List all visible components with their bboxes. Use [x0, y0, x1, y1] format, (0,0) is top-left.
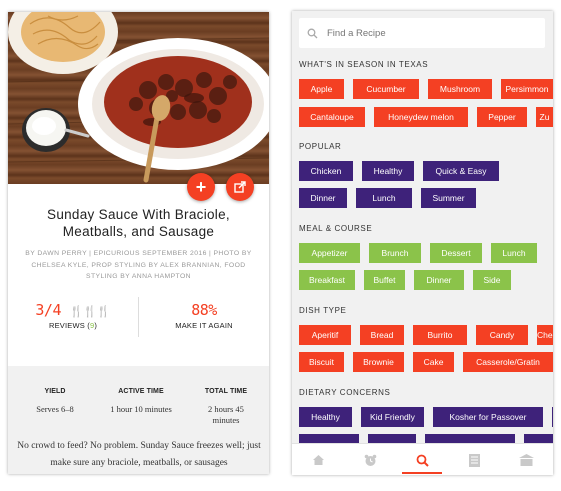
- reviews-label: REVIEWS (9): [8, 321, 138, 330]
- tab-recipe-box[interactable]: [500, 444, 552, 475]
- category-tag[interactable]: Quick & Easy: [423, 161, 499, 181]
- category-tag[interactable]: Dinner: [299, 188, 347, 208]
- category-tag[interactable]: Persimmon: [501, 79, 553, 99]
- category-tag[interactable]: Healthy: [362, 161, 414, 181]
- tab-home[interactable]: [292, 444, 344, 475]
- rating-stat[interactable]: 3/4 🍴🍴🍴 REVIEWS (9): [8, 301, 138, 330]
- category-tag[interactable]: Honeydew melon: [374, 107, 468, 127]
- category-tag[interactable]: Brunch: [369, 243, 421, 263]
- recipe-description: No crowd to feed? No problem. Sunday Sau…: [17, 441, 261, 468]
- category-tag[interactable]: Cucumber: [353, 79, 419, 99]
- tab-search[interactable]: [396, 444, 448, 475]
- section-title: DISH TYPE: [299, 306, 347, 315]
- browse-screen: WHAT'S IN SEASON IN TEXAS Apple Cucumber Mu…: [292, 11, 553, 475]
- search-icon: [307, 28, 321, 39]
- category-tag[interactable]: Brownie: [353, 352, 404, 372]
- yield-info: YIELD Serves 6–8: [24, 388, 86, 415]
- section-title: DIETARY CONCERNS: [299, 388, 391, 397]
- list-icon: [468, 453, 480, 467]
- recipe-stats: 3/4 🍴🍴🍴 REVIEWS (9) 88% MAKE IT AGAIN: [8, 297, 269, 341]
- search-bar[interactable]: [299, 18, 545, 48]
- search-input[interactable]: [327, 27, 527, 39]
- category-tag[interactable]: Cantaloupe: [299, 107, 365, 127]
- recipe-photo: [8, 12, 269, 184]
- category-tag[interactable]: Healthy: [299, 407, 352, 427]
- recipe-credits: BY DAWN PERRY | EPICURIOUS SEPTEMBER 201…: [25, 250, 252, 280]
- stats-divider: [138, 297, 139, 337]
- category-tag[interactable]: Appetizer: [299, 243, 360, 263]
- category-tag[interactable]: Dinner: [414, 270, 464, 290]
- category-tag[interactable]: Mushroom: [428, 79, 492, 99]
- section-title: MEAL & COURSE: [299, 224, 373, 233]
- category-tag[interactable]: Summer: [421, 188, 476, 208]
- category-tag[interactable]: Pepper: [477, 107, 527, 127]
- yield-value: Serves 6–8: [36, 404, 74, 414]
- recipe-times-panel: YIELD Serves 6–8 ACTIVE TIME 1 hour 10 m…: [8, 366, 269, 474]
- category-tag[interactable]: Cake: [413, 352, 454, 372]
- category-tag[interactable]: Lunch: [356, 188, 412, 208]
- category-tag[interactable]: Biscuit: [299, 352, 344, 372]
- search-icon: [416, 454, 429, 467]
- recipe-detail-screen: + Sunday Sauce With Braciole, Meatballs,…: [8, 12, 269, 474]
- category-tag[interactable]: Apple: [299, 79, 344, 99]
- category-tag[interactable]: Casserole/Gratin: [463, 352, 553, 372]
- category-tag[interactable]: Chicken: [299, 161, 353, 181]
- category-tag[interactable]: Buffet: [364, 270, 405, 290]
- category-tag[interactable]: Burrito: [413, 325, 467, 345]
- yield-label: YIELD: [44, 388, 66, 395]
- home-icon: [312, 455, 324, 465]
- total-time-value: 2 hours 45 minutes: [208, 404, 244, 425]
- timer-icon: [364, 454, 376, 466]
- rating-number: 3/4: [35, 301, 61, 319]
- category-tag[interactable]: Dessert: [430, 243, 482, 263]
- recipe-box-icon: [518, 454, 534, 466]
- review-count: 9: [89, 321, 95, 330]
- make-again-value: 88%: [191, 301, 217, 319]
- category-tag[interactable]: Kid Friendly: [361, 407, 424, 427]
- category-tag[interactable]: Lunch: [491, 243, 537, 263]
- category-tag[interactable]: Zu: [536, 107, 553, 127]
- section-title: WHAT'S IN SEASON IN TEXAS: [299, 60, 429, 69]
- category-tag[interactable]: Candy: [476, 325, 528, 345]
- reviews-text: REVIEWS (: [48, 321, 90, 330]
- category-tag[interactable]: Bread: [360, 325, 404, 345]
- add-to-box-button[interactable]: +: [187, 173, 215, 201]
- tab-bar: [292, 443, 553, 475]
- total-time-info: TOTAL TIME 2 hours 45 minutes: [194, 388, 258, 426]
- active-time-value: 1 hour 10 minutes: [110, 404, 172, 414]
- make-again-label: MAKE IT AGAIN: [175, 321, 233, 330]
- reviews-text-end: ): [94, 321, 98, 330]
- recipe-title: Sunday Sauce With Braciole, Meatballs, a…: [47, 207, 230, 239]
- tab-list[interactable]: [448, 444, 500, 475]
- forks-icon: 🍴🍴🍴: [69, 305, 111, 318]
- category-tag[interactable]: Side: [473, 270, 511, 290]
- category-tag[interactable]: Aperitif: [299, 325, 351, 345]
- total-time-label: TOTAL TIME: [204, 388, 248, 395]
- share-icon: [234, 181, 246, 193]
- category-tag[interactable]: Chee: [537, 325, 553, 345]
- active-time-info: ACTIVE TIME 1 hour 10 minutes: [96, 388, 186, 415]
- section-title: POPULAR: [299, 142, 342, 151]
- category-tag[interactable]: [552, 407, 553, 427]
- category-tag[interactable]: Breakfast: [299, 270, 355, 290]
- active-time-label: ACTIVE TIME: [118, 388, 164, 395]
- tab-timer[interactable]: [344, 444, 396, 475]
- share-button[interactable]: [226, 173, 254, 201]
- rating-value: 3/4 🍴🍴🍴: [8, 301, 138, 319]
- category-tag[interactable]: Kosher for Passover: [433, 407, 543, 427]
- make-again-stat: 88% MAKE IT AGAIN: [139, 301, 269, 330]
